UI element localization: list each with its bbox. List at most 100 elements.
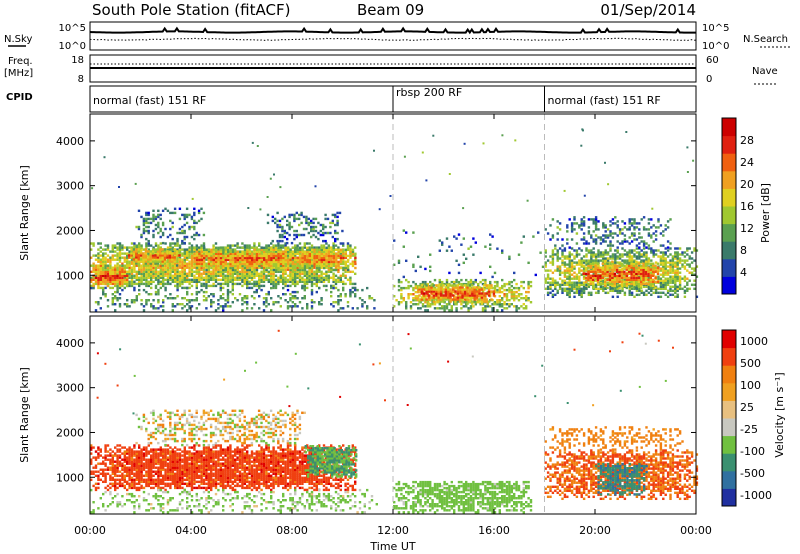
heatmap-cell — [263, 254, 266, 258]
heatmap-cell — [176, 242, 179, 245]
heatmap-cell — [248, 256, 251, 260]
heatmap-cell — [275, 248, 278, 252]
heatmap-cell — [647, 291, 651, 295]
heatmap-cell — [681, 253, 684, 256]
heatmap-cell — [243, 270, 246, 274]
heatmap-cell — [611, 295, 615, 299]
heatmap-cell — [157, 231, 160, 235]
heatmap-cell — [439, 298, 443, 301]
heatmap-cell — [229, 290, 232, 294]
heatmap-cell — [255, 264, 259, 268]
heatmap-cell — [176, 272, 179, 276]
heatmap-cell — [671, 255, 675, 258]
heatmap-cell — [313, 266, 316, 269]
heatmap-cell — [92, 244, 95, 247]
heatmap-cell — [310, 270, 314, 274]
heatmap-cell — [289, 266, 292, 270]
heatmap-cell — [444, 294, 447, 297]
heatmap-cell — [455, 278, 458, 282]
heatmap-cell — [517, 288, 521, 292]
heatmap-cell — [99, 274, 102, 278]
heatmap-cell — [246, 244, 249, 247]
heatmap-cell — [133, 246, 136, 249]
heatmap-cell — [578, 279, 581, 282]
heatmap-cell — [366, 305, 369, 308]
heatmap-cell — [616, 287, 619, 291]
heatmap-cell — [152, 213, 155, 217]
heatmap-cell — [325, 272, 328, 276]
heatmap-cell — [472, 280, 475, 284]
heatmap-cell — [200, 260, 203, 264]
heatmap-cell — [277, 278, 280, 282]
heatmap-cell — [308, 270, 311, 274]
heatmap-cell — [471, 292, 474, 295]
heatmap-cell — [356, 307, 359, 310]
heatmap-cell — [527, 299, 530, 302]
heatmap-cell — [270, 246, 273, 250]
heatmap-cell — [286, 288, 290, 292]
heatmap-cell — [156, 264, 160, 267]
heatmap-cell — [193, 270, 196, 274]
heatmap-cell — [174, 278, 177, 282]
heatmap-cell — [337, 248, 340, 252]
heatmap-cell — [339, 278, 342, 282]
heatmap-cell — [173, 256, 176, 259]
heatmap-cell — [465, 282, 468, 286]
heatmap-cell — [556, 281, 559, 284]
heatmap-cell — [243, 244, 246, 247]
heatmap-cell — [183, 217, 186, 221]
heatmap-cell — [354, 256, 357, 260]
heatmap-cell — [226, 295, 230, 298]
heatmap-cell — [258, 295, 261, 298]
heatmap-cell — [558, 267, 562, 270]
heatmap-cell — [332, 248, 335, 252]
heatmap-cell — [349, 278, 352, 282]
heatmap-cell — [459, 292, 462, 295]
heatmap-cell — [339, 299, 342, 302]
heatmap-cell — [662, 257, 665, 260]
heatmap-cell — [205, 286, 208, 290]
heatmap-cell — [97, 276, 100, 280]
heatmap-cell — [296, 297, 299, 300]
heatmap-cell — [210, 260, 213, 263]
heatmap-cell — [142, 219, 146, 223]
heatmap-cell — [592, 284, 595, 288]
heatmap-cell — [207, 256, 211, 260]
heatmap-cell — [585, 283, 588, 287]
heatmap-cell — [169, 219, 172, 223]
heatmap-cell — [657, 249, 660, 252]
heatmap-cell — [198, 254, 201, 258]
heatmap-cell — [265, 293, 268, 296]
heatmap-cell — [104, 274, 107, 278]
heatmap-cell — [145, 213, 148, 217]
heatmap-cell — [272, 246, 275, 249]
heatmap-cell — [246, 303, 249, 306]
heatmap-cell — [133, 280, 136, 284]
heatmap-cell — [278, 235, 282, 239]
heatmap-cell — [315, 250, 319, 254]
heatmap-cell — [190, 215, 194, 219]
heatmap-cell — [351, 252, 355, 256]
heatmap-cell — [171, 252, 174, 255]
heatmap-cell — [599, 259, 603, 262]
heatmap-cell — [126, 256, 129, 259]
heatmap-cell — [513, 278, 516, 282]
heatmap-cell — [139, 250, 143, 253]
heatmap-cell — [688, 271, 691, 274]
heatmap-cell — [366, 286, 369, 290]
heatmap-cell — [467, 280, 470, 284]
heatmap-cell — [138, 246, 141, 249]
heatmap-cell — [183, 305, 186, 308]
heatmap-cell — [265, 276, 268, 280]
heatmap-cell — [349, 276, 352, 280]
heatmap-cell — [246, 278, 249, 282]
heatmap-cell — [217, 260, 220, 264]
heatmap-cell — [642, 255, 646, 258]
heatmap-cell — [270, 274, 273, 278]
heatmap-cell — [323, 266, 326, 270]
heatmap-cell — [642, 291, 646, 295]
heatmap-cell — [183, 235, 186, 239]
heatmap-cell — [589, 260, 592, 263]
heatmap-cell — [307, 223, 310, 227]
heatmap-cell — [298, 242, 302, 245]
